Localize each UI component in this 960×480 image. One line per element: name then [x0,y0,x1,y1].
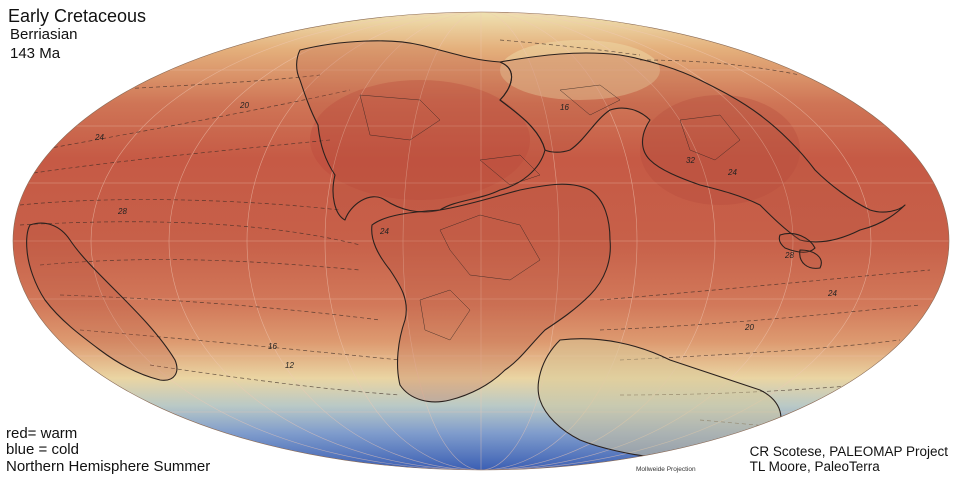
isotherm-label: 24 [827,289,837,298]
legend-season: Northern Hemisphere Summer [6,458,211,476]
isotherm-label: 16 [268,342,277,351]
isotherm-label: 24 [94,133,104,142]
continents [26,40,906,459]
pacific-terrane [26,222,178,381]
isotherm-label: 12 [285,361,294,370]
isotherm-label: 16 [560,103,569,112]
legend: red= warm blue = cold Northern Hemispher… [6,424,211,476]
isotherm-label: 24 [727,168,737,177]
credit-line-2: TL Moore, PaleoTerra [749,458,880,474]
credits: CR Scotese, PALEOMAP Project TL Moore, P… [750,444,948,474]
isotherm-label: 24 [379,227,389,236]
isotherm-label: 28 [117,207,127,216]
isotherm-label: 32 [686,156,695,165]
legend-warm: red= warm [6,424,78,442]
isotherm-label: 20 [239,101,249,110]
projection-label: Mollweide Projection [636,466,696,473]
eurasia-landmass [499,52,906,243]
map-title: Early Cretaceous [8,6,147,26]
gondwana-landmass [371,183,611,403]
age-label: 143 Ma [10,45,61,62]
stage-label: Berriasian [10,26,78,43]
north-america-landmass [296,40,546,221]
isotherm-label: 28 [784,251,794,260]
legend-cold: blue = cold [6,441,79,459]
isotherm-label: 20 [744,323,754,332]
credit-line-1: CR Scotese, PALEOMAP Project [749,443,948,459]
isotherm-labels: 20 24 28 16 24 32 24 28 24 20 16 12 [94,101,837,370]
